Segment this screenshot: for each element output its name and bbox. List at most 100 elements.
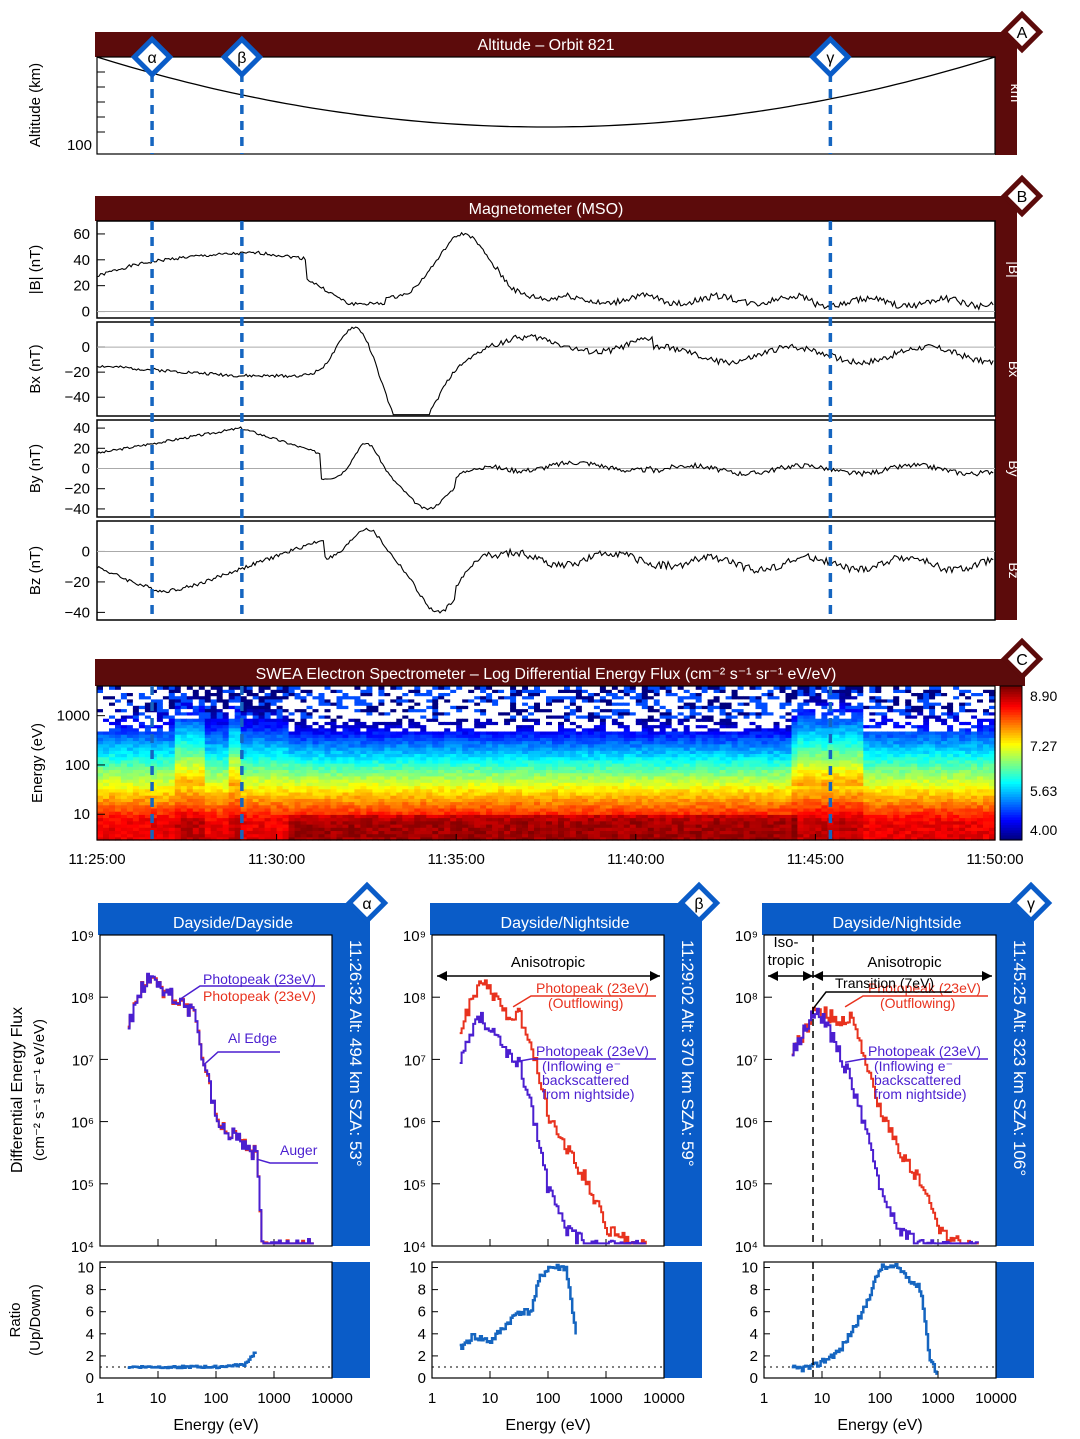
spectrogram-cell xyxy=(132,798,140,803)
spectrogram-cell xyxy=(516,718,523,722)
spectrogram-cell xyxy=(276,779,284,783)
spectrogram-cell xyxy=(575,827,583,832)
spectrogram-cell xyxy=(474,769,481,774)
spectrogram-cell xyxy=(468,759,475,764)
mag-row-axes xyxy=(96,220,996,319)
spectrogram-cell xyxy=(115,702,122,706)
spectrogram-cell xyxy=(564,785,571,790)
spectrogram-cell xyxy=(653,708,661,713)
spectrogram-cell xyxy=(258,814,266,819)
spectrogram-cell xyxy=(97,750,104,755)
spectrogram-cell xyxy=(186,756,194,761)
spectrogram-cell xyxy=(659,830,667,835)
spectrogram-cell xyxy=(264,811,272,815)
spectrogram-cell xyxy=(534,740,541,745)
spectrogram-cell xyxy=(564,727,571,732)
spectrogram-cell xyxy=(270,730,278,735)
spectrogram-cell xyxy=(318,791,326,796)
spectrogram-cell xyxy=(498,747,505,751)
spectrogram-cell xyxy=(665,705,673,710)
spectrogram-cell xyxy=(378,820,385,825)
spectrogram-cell xyxy=(444,711,451,716)
spectrogram-cell xyxy=(174,730,182,735)
spectrogram-cell xyxy=(258,836,266,841)
spectrogram-cell xyxy=(396,804,403,809)
spectrogram-cell xyxy=(653,714,661,719)
spectrogram-cell xyxy=(498,750,505,755)
spectrogram-cell xyxy=(420,772,427,777)
spectrogram-cell xyxy=(528,775,535,780)
spectrogram-cell xyxy=(396,833,403,838)
spectrogram-cell xyxy=(294,750,302,755)
spectrogram-cell xyxy=(132,708,140,713)
spectrogram-cell xyxy=(378,747,385,751)
spectrogram-cell xyxy=(516,791,523,796)
spectrogram-cell xyxy=(288,724,296,729)
spectrogram-cell xyxy=(689,747,697,751)
spectrogram-cell xyxy=(510,833,517,838)
spectrogram-cell xyxy=(97,695,104,700)
spectrogram-cell xyxy=(444,788,451,793)
spectrogram-cell xyxy=(342,833,350,838)
spectrogram-cell xyxy=(558,730,565,735)
spectrogram-cell xyxy=(695,711,703,716)
spectrogram-cell xyxy=(109,785,116,790)
spectrogram-cell xyxy=(456,785,463,790)
spectrogram-cell xyxy=(671,769,679,774)
spectrogram-cell xyxy=(558,763,565,767)
spectrogram-cell xyxy=(707,811,715,815)
spectrogram-cell xyxy=(605,833,613,838)
spectrogram-cell xyxy=(623,833,631,838)
spectrogram-cell xyxy=(162,791,170,796)
spectrogram-cell xyxy=(270,785,278,790)
spectrogram-cell xyxy=(534,718,541,722)
spectrogram-cell xyxy=(109,714,116,719)
spectrogram-cell xyxy=(126,724,134,729)
spectrogram-cell xyxy=(647,734,655,738)
spectrogram-cell xyxy=(330,785,338,790)
spectrogram-cell xyxy=(252,795,260,799)
spectrogram-cell xyxy=(528,702,535,706)
spectrogram-cell xyxy=(288,804,296,809)
spectrogram-cell xyxy=(180,750,188,755)
spectrogram-cell xyxy=(103,782,110,787)
spectrogram-cell xyxy=(258,769,266,774)
spectrogram-cell xyxy=(186,759,194,764)
spectrogram-cell xyxy=(558,711,565,716)
spectrogram-cell xyxy=(587,804,595,809)
spectrogram-cell xyxy=(581,817,589,822)
spectrogram-cell xyxy=(408,695,415,700)
spectrogram-cell xyxy=(474,721,481,726)
spectrogram-cell xyxy=(204,779,212,783)
spectrogram-cell xyxy=(408,824,415,828)
spectrogram-cell xyxy=(294,747,302,751)
spectrogram-cell xyxy=(498,724,505,729)
spectrogram-cell xyxy=(569,698,577,703)
spectrogram-cell xyxy=(168,759,176,764)
spectrogram-cell xyxy=(575,814,583,819)
spectrogram-cell xyxy=(516,830,523,835)
spectrogram-cell xyxy=(372,807,379,812)
mag-row-axes xyxy=(96,321,996,417)
mag-ytick: 40 xyxy=(73,252,90,269)
spectrogram-cell xyxy=(611,734,619,738)
spectrogram-cell xyxy=(246,698,254,703)
spectrogram-cell xyxy=(641,721,649,726)
spectrogram-cell xyxy=(546,756,553,761)
spectrogram-cell xyxy=(456,711,463,716)
spectrogram-cell xyxy=(216,702,224,706)
spectrogram-cell xyxy=(336,747,344,751)
spectrogram-cell xyxy=(665,814,673,819)
spectrogram-cell xyxy=(126,734,134,738)
spectrogram-cell xyxy=(186,698,194,703)
spectrogram-cell xyxy=(552,807,559,812)
spectrogram-cell xyxy=(426,740,433,745)
spectrogram-cell xyxy=(408,692,415,697)
spectrogram-cell xyxy=(569,772,577,777)
spectrogram-cell xyxy=(564,801,571,806)
spectrogram-cell xyxy=(168,779,176,783)
spectrogram-cell xyxy=(581,836,589,841)
spectrogram-cell xyxy=(354,750,361,755)
spectrogram-cell xyxy=(593,824,601,828)
spectrogram-cell xyxy=(641,724,649,729)
